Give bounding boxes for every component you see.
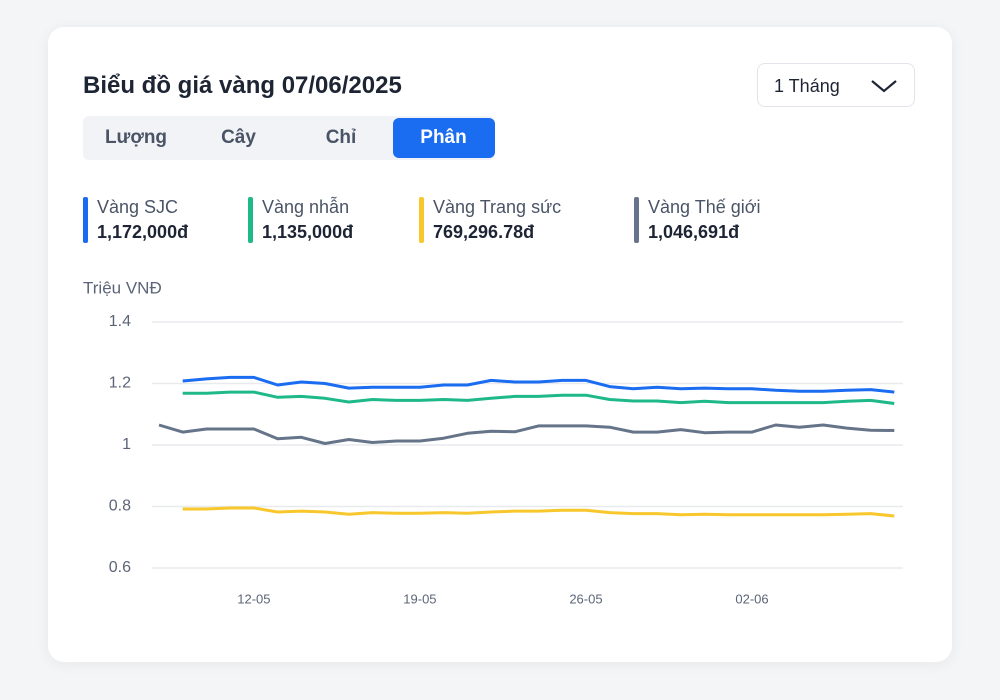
period-label: 1 Tháng: [774, 76, 840, 96]
x-tick-label: 02-06: [735, 591, 768, 606]
y-tick-label: 1.4: [109, 313, 131, 330]
legend-swatch: [248, 197, 253, 243]
series-line: [182, 375, 895, 394]
legend-item: Vàng SJC 1,172,000đ: [83, 197, 188, 243]
y-tick-label: 0.8: [109, 498, 131, 515]
x-tick-label: 12-05: [237, 591, 270, 606]
legend-name: Vàng Trang sức: [433, 197, 562, 217]
legend-price: 1,135,000đ: [262, 222, 354, 242]
legend-price: 769,296.78đ: [433, 222, 535, 242]
x-tick-label: 19-05: [403, 591, 436, 606]
legend-item: Vàng nhẫn 1,135,000đ: [248, 197, 353, 243]
legend-price: 1,172,000đ: [97, 222, 189, 242]
legend-swatch: [83, 197, 88, 243]
series-line: [182, 390, 895, 405]
tab[interactable]: Cây: [221, 127, 256, 148]
legend-name: Vàng Thế giới: [648, 197, 761, 217]
legend-swatch: [634, 197, 639, 243]
legend-price: 1,046,691đ: [648, 222, 740, 242]
legend-item: Vàng Trang sức 769,296.78đ: [419, 197, 561, 243]
period-dropdown[interactable]: 1 Tháng: [757, 63, 915, 107]
title: Biểu đồ giá vàng 07/06/2025: [83, 72, 402, 99]
series-line: [182, 506, 895, 518]
y-axis-label: Triệu VNĐ: [83, 278, 162, 297]
legend-item: Vàng Thế giới 1,046,691đ: [634, 197, 761, 243]
x-tick-label: 26-05: [569, 591, 602, 606]
tab[interactable]: Lượng: [104, 127, 168, 148]
legend-swatch: [419, 197, 424, 243]
legend-name: Vàng SJC: [97, 197, 179, 217]
y-tick-label: 1.2: [109, 375, 131, 392]
legend-name: Vàng nhẫn: [262, 197, 350, 217]
series-line: [158, 423, 895, 445]
y-tick-label: 0.6: [109, 559, 131, 576]
chevron: [871, 80, 897, 93]
tab-bar: Lượng Cây Chỉ Phân: [83, 116, 495, 160]
y-tick-label: 1: [122, 436, 131, 453]
tab[interactable]: Phân: [392, 118, 495, 158]
tab[interactable]: Chỉ: [325, 127, 357, 148]
